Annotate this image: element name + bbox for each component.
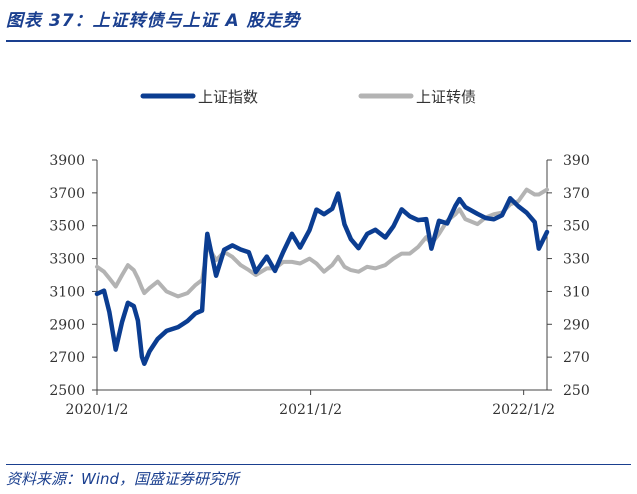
y-right-tick-label: 250 [563,383,590,399]
x-tick-label: 2021/1/2 [279,402,342,418]
y-right-tick-label: 290 [563,317,590,333]
y-left-tick-label: 3700 [49,186,85,202]
chart-axes: 3900 3700 3500 3300 3100 2900 2700 2500 390 370 35… [49,153,589,418]
chart-series [94,187,550,366]
x-tick-label: 2022/1/2 [492,402,555,418]
y-left-tick-label: 2500 [49,383,85,399]
legend-label-shanghai-convertible: 上证转债 [416,88,476,106]
y-left-tick-label: 2700 [49,350,85,366]
chart-legend: 上证指数 上证转债 [140,88,476,106]
y-left-tick-label: 2900 [49,317,85,333]
y-right-tick-label: 330 [563,252,590,268]
x-tick-label: 2020/1/2 [66,402,129,418]
y-left-tick-label: 3900 [49,153,85,169]
y-left-tick-label: 3500 [49,219,85,235]
y-left-tick-label: 3300 [49,252,85,268]
y-right-tick-label: 390 [563,153,590,169]
y-right-tick-label: 270 [563,350,590,366]
title-rule [6,40,631,42]
line-chart: 上证指数 上证转债 3900 3700 3500 3300 3100 2900 2700 250… [49,88,589,418]
series-line-shanghai-index [94,191,550,366]
y-right-tick-label: 310 [563,284,590,300]
legend-label-shanghai-index: 上证指数 [198,88,258,106]
figure-title: 图表 37：上证转债与上证 A 股走势 [6,11,301,31]
source-rule [6,464,631,465]
source-note: 资料来源：Wind，国盛证券研究所 [6,470,240,488]
series-line-shanghai-convertible [95,187,549,299]
y-right-tick-label: 350 [563,219,590,235]
y-right-tick-label: 370 [563,186,590,202]
y-left-tick-label: 3100 [49,284,85,300]
